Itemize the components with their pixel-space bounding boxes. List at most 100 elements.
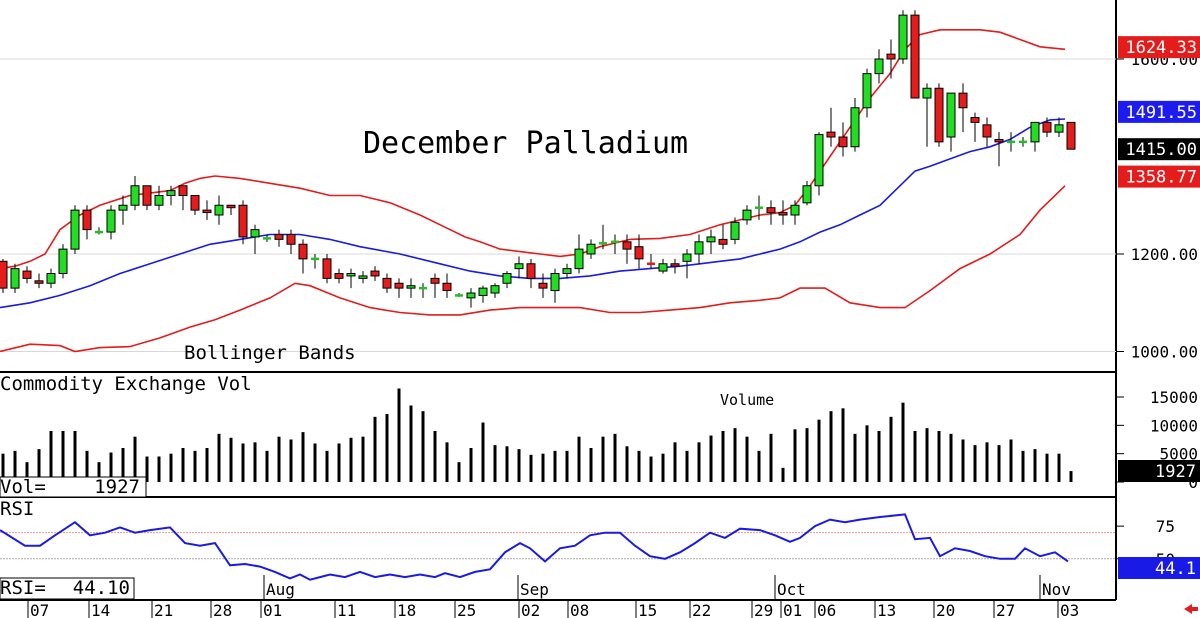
- candle: [455, 293, 463, 297]
- volume-bar: [901, 402, 905, 482]
- volume-bar: [925, 428, 929, 482]
- volume-tag-text: 1927: [1155, 462, 1196, 482]
- volume-bar: [973, 445, 977, 482]
- candle-body: [58, 248, 68, 274]
- candle: [647, 254, 655, 269]
- volume-bar: [565, 450, 569, 482]
- candle-body: [562, 268, 572, 274]
- date-tick-label: 03: [1060, 601, 1079, 618]
- volume-bar: [241, 443, 245, 482]
- date-tick-label: 07: [30, 601, 49, 618]
- volume-bar: [217, 433, 221, 482]
- volume-bar: [781, 467, 785, 482]
- candle: [682, 249, 692, 279]
- candle-body: [850, 107, 860, 148]
- price-tag: [1118, 165, 1200, 188]
- candle-body: [10, 268, 20, 289]
- candle: [406, 278, 416, 298]
- candle-body: [298, 243, 308, 260]
- candle: [898, 10, 908, 64]
- candle-body: [382, 277, 392, 289]
- candle: [226, 204, 236, 215]
- volume-bar: [577, 436, 581, 482]
- candle-body: [730, 221, 740, 240]
- candle: [154, 185, 164, 211]
- candle: [886, 39, 896, 79]
- volume-bar: [793, 429, 797, 482]
- volume-bar: [349, 437, 353, 482]
- candle: [622, 234, 632, 264]
- candle-body: [718, 238, 728, 245]
- volume-bar: [517, 449, 521, 482]
- candle: [599, 224, 607, 250]
- candle-body: [82, 209, 92, 231]
- date-tick-label: 28: [213, 601, 232, 618]
- volume-bar: [805, 428, 809, 482]
- candle: [910, 10, 920, 99]
- candle-body: [538, 282, 548, 289]
- bollinger-lower-band: [0, 185, 1066, 353]
- candle-body: [346, 273, 356, 277]
- volume-bar: [1057, 453, 1061, 482]
- candle-body: [958, 92, 968, 109]
- volume-bar: [157, 456, 161, 482]
- candle-body: [586, 243, 596, 255]
- rsi-line: [0, 513, 1069, 581]
- candle: [82, 205, 92, 240]
- candle: [322, 254, 332, 284]
- candle: [778, 200, 788, 225]
- volume-bar: [61, 431, 65, 482]
- candle-body: [106, 209, 116, 233]
- date-tick-label: 14: [91, 601, 110, 618]
- candle-body: [34, 280, 44, 284]
- candle: [550, 268, 560, 303]
- candle-body: [358, 275, 368, 279]
- candle-body: [898, 14, 908, 60]
- volume-bar: [985, 442, 989, 482]
- volume-bar: [457, 462, 461, 482]
- candle: [730, 217, 740, 245]
- candle-body: [838, 136, 848, 148]
- candle-body: [934, 87, 944, 143]
- candle-body: [154, 195, 164, 206]
- volume-bar: [913, 431, 917, 482]
- volume-bar: [937, 431, 941, 482]
- candle: [263, 234, 271, 242]
- price-tick-label: 1000.00: [1131, 343, 1198, 362]
- candle-body: [286, 234, 296, 245]
- candle: [718, 224, 728, 250]
- date-tick-label: 15: [638, 601, 657, 618]
- candle-body: [370, 270, 380, 277]
- volume-bar: [265, 450, 269, 482]
- candle: [706, 229, 716, 254]
- volume-bar: [289, 439, 293, 482]
- candle: [358, 271, 368, 284]
- candle: [478, 285, 488, 303]
- date-tick-label: 27: [996, 601, 1015, 618]
- volume-readout-label: Vol=: [0, 476, 46, 498]
- volume-bar: [493, 445, 497, 482]
- candle: [934, 83, 944, 147]
- candle: [790, 200, 800, 225]
- candle-body: [802, 185, 812, 204]
- volume-bar: [25, 462, 29, 482]
- candle-body: [274, 234, 284, 240]
- candle: [814, 132, 824, 196]
- volume-bar: [109, 452, 113, 482]
- price-tag: [1118, 36, 1200, 59]
- candle-body: [322, 258, 332, 279]
- volume-bar: [313, 443, 317, 482]
- rsi-tag-text: 44.1: [1155, 559, 1196, 579]
- candle-body: [970, 117, 980, 123]
- candle: [274, 229, 284, 247]
- candle: [46, 268, 56, 289]
- candle-body: [766, 207, 776, 214]
- date-tick-label: 20: [936, 601, 955, 618]
- candle-body: [814, 134, 824, 187]
- price-tick-label: 1200.00: [1131, 245, 1198, 264]
- scroll-left-arrow-icon[interactable]: [1184, 604, 1198, 614]
- volume-bar: [721, 431, 725, 482]
- volume-bar: [169, 453, 173, 482]
- candle: [430, 273, 440, 298]
- candle: [742, 205, 752, 225]
